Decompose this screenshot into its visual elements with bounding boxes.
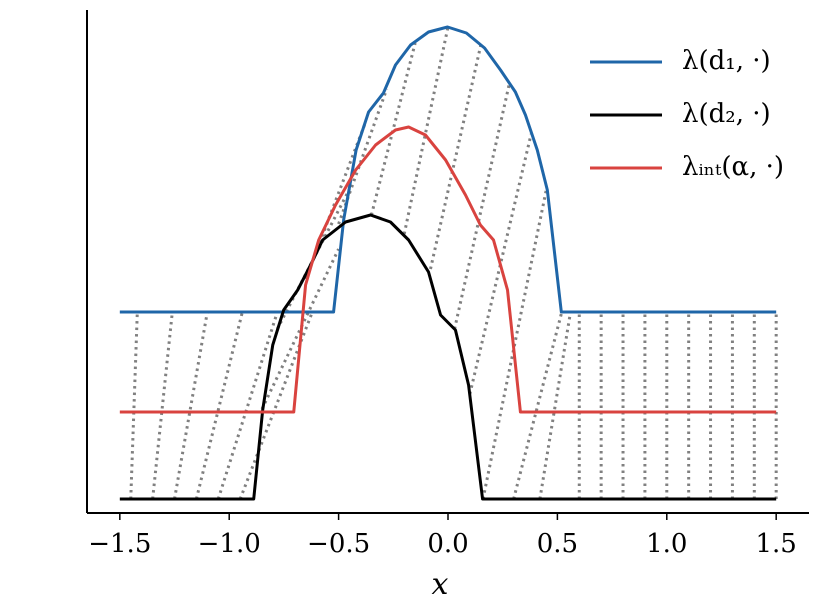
legend-label: λ(d₁, ·) <box>682 46 771 76</box>
x-tick-label: −1.5 <box>88 529 151 559</box>
x-tick-label: 1.0 <box>646 529 687 559</box>
series-line <box>119 125 777 414</box>
transport-line <box>151 311 174 500</box>
x-tick-label: −1.0 <box>198 529 261 559</box>
x-axis-label: x <box>432 567 449 602</box>
x-tick-label: 1.5 <box>756 529 797 559</box>
transport-line <box>429 44 483 270</box>
transport-line <box>402 26 450 235</box>
x-tick-label: 0.5 <box>537 529 578 559</box>
transport-line <box>173 311 209 500</box>
transport-line <box>216 311 279 500</box>
legend-label: λ(d₂, ·) <box>682 99 771 129</box>
transport-line <box>194 311 244 500</box>
transport-line <box>468 133 533 395</box>
transport-line <box>538 311 573 500</box>
series-line <box>119 25 777 314</box>
transport-line <box>453 83 511 330</box>
x-tick-label: −0.5 <box>307 529 370 559</box>
transport-line <box>337 88 389 225</box>
legend-label: λᵢₙₜ(α, ·) <box>682 152 784 182</box>
series-line <box>119 213 777 501</box>
transport-line <box>129 311 139 500</box>
x-tick-label: 0.0 <box>427 529 468 559</box>
transport-line <box>238 311 314 500</box>
